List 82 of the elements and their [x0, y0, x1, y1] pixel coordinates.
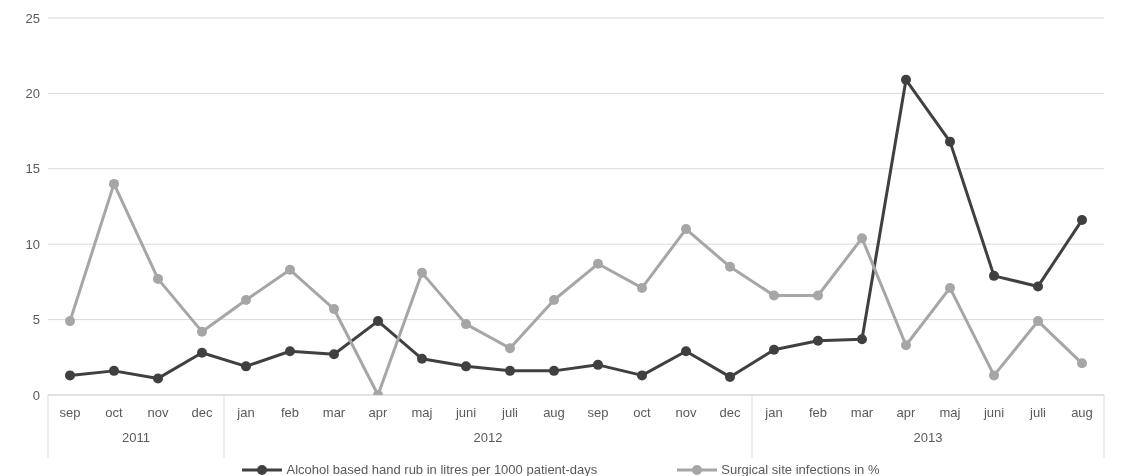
- point: [109, 178, 119, 189]
- point: [285, 346, 295, 357]
- y-tick-label: 5: [32, 312, 40, 328]
- x-tick-label: nov: [675, 405, 697, 420]
- point: [637, 370, 647, 381]
- point: [725, 371, 735, 382]
- point: [197, 326, 207, 337]
- point: [681, 346, 691, 357]
- text: 2013: [913, 430, 943, 445]
- point: [1033, 281, 1043, 292]
- point: [461, 361, 471, 372]
- point: [109, 365, 119, 376]
- point: [857, 233, 867, 244]
- point: [549, 295, 559, 305]
- x-tick-label: apr: [368, 405, 389, 420]
- x-tick-label: nov: [147, 405, 169, 420]
- x-tick-label: sep: [587, 405, 609, 420]
- y-tick-label: 15: [25, 161, 40, 177]
- point: [901, 340, 911, 351]
- point: [197, 347, 207, 358]
- x-tick-label: dec: [191, 405, 213, 420]
- x-tick-label: jan: [764, 405, 783, 420]
- point: [945, 136, 955, 147]
- point: [241, 361, 251, 372]
- point: [1077, 215, 1087, 226]
- point: [989, 270, 999, 281]
- x-tick-label: mar: [322, 405, 346, 420]
- point: [857, 334, 867, 345]
- point: [65, 370, 75, 381]
- legend-label: Alcohol based hand rub in litres per 1000 patient-days: [286, 462, 598, 476]
- point: [373, 316, 383, 327]
- point: [681, 224, 691, 235]
- x-tick-label: juni: [982, 405, 1005, 420]
- x-tick-label: dec: [719, 405, 741, 420]
- point: [329, 304, 339, 315]
- x-tick-label: sep: [59, 405, 81, 420]
- point: [153, 273, 163, 284]
- x-tick-label: maj: [411, 405, 433, 420]
- x-tick-label: oct: [633, 405, 652, 420]
- point: [637, 282, 647, 293]
- y-tick-label: 0: [32, 387, 40, 403]
- x-tick-label: juli: [501, 405, 519, 420]
- point: [505, 365, 515, 376]
- point: [1077, 358, 1087, 369]
- point: [945, 282, 955, 293]
- x-tick-label: aug: [543, 405, 565, 420]
- legend-label: Surgical site infections in %: [721, 462, 880, 476]
- point: [153, 373, 163, 384]
- point: [461, 319, 471, 330]
- x-tick-label: feb: [808, 405, 828, 420]
- point: [769, 344, 779, 355]
- x-tick-label: mar: [850, 405, 874, 420]
- x-tick-label: juni: [454, 405, 477, 420]
- x-tick-label: juli: [1029, 405, 1047, 420]
- point: [593, 359, 603, 370]
- y-tick-label: 10: [25, 236, 40, 252]
- x-tick-label: oct: [105, 405, 124, 420]
- x-tick-label: feb: [280, 405, 300, 420]
- point: [1033, 316, 1043, 327]
- point: [593, 258, 603, 269]
- point: [813, 290, 823, 301]
- point: [417, 353, 427, 364]
- point: [989, 370, 999, 381]
- text: 2012: [473, 430, 503, 445]
- x-tick-label: apr: [896, 405, 917, 420]
- x-tick-label: aug: [1071, 405, 1093, 420]
- y-tick-label: 25: [25, 10, 40, 26]
- point: [813, 335, 823, 346]
- point: [285, 264, 295, 275]
- x-tick-label: jan: [236, 405, 255, 420]
- point: [725, 261, 735, 272]
- y-tick-label: 20: [25, 86, 40, 102]
- point: [549, 365, 559, 376]
- point: [329, 349, 339, 360]
- point: [769, 290, 779, 301]
- x-tick-label: maj: [939, 405, 961, 420]
- point: [417, 267, 427, 278]
- point: [901, 74, 911, 85]
- point: [241, 295, 251, 305]
- text: 2011: [122, 430, 150, 445]
- point: [505, 343, 515, 354]
- point: [65, 316, 75, 327]
